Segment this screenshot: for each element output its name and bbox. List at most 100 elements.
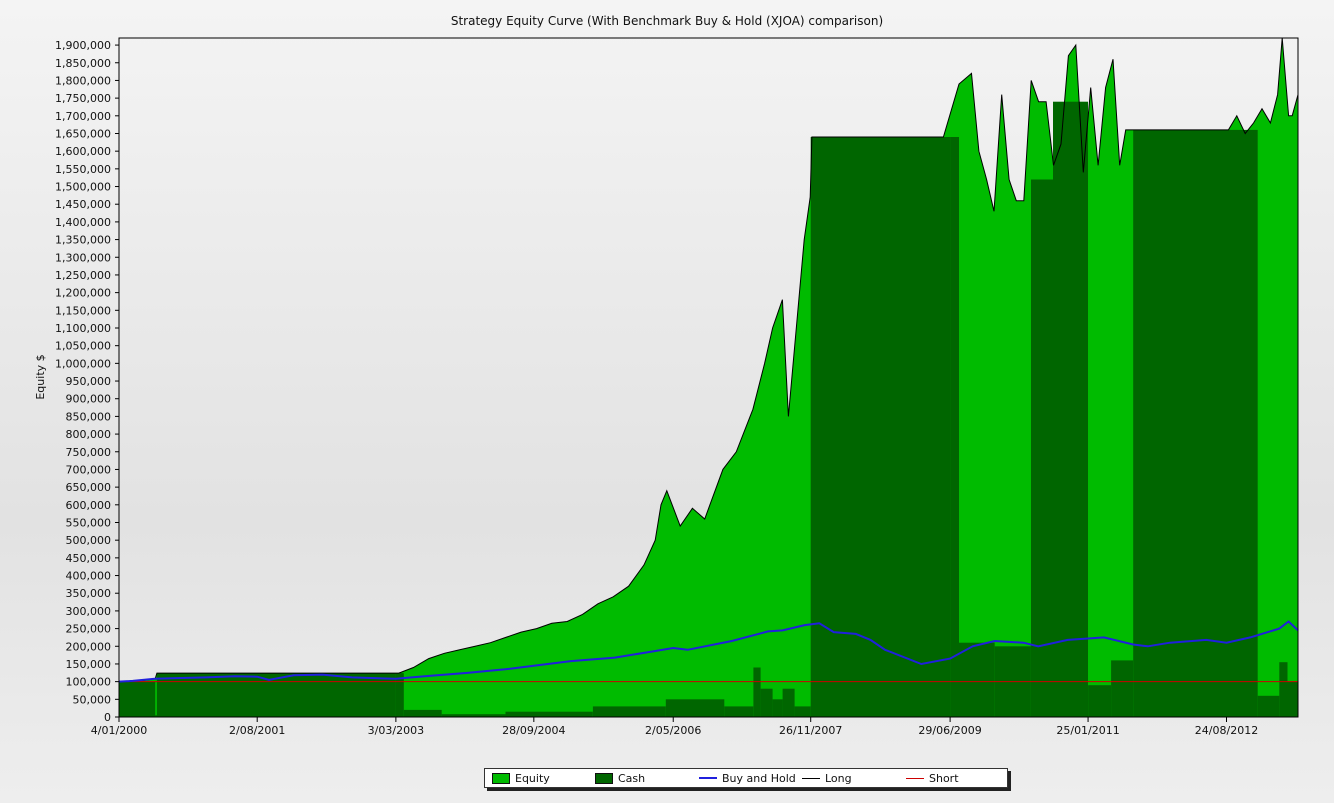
y-tick-label: 200,000 <box>66 640 112 653</box>
cash-bar <box>119 681 156 717</box>
y-tick-label: 50,000 <box>73 693 112 706</box>
y-tick-label: 0 <box>104 711 111 724</box>
y-tick-label: 1,050,000 <box>55 340 111 353</box>
y-tick-label: 850,000 <box>66 410 112 423</box>
y-tick-label: 1,400,000 <box>55 216 111 229</box>
y-tick-label: 1,000,000 <box>55 357 111 370</box>
y-tick-label: 500,000 <box>66 534 112 547</box>
y-tick-label: 1,600,000 <box>55 145 111 158</box>
cash-bar <box>505 711 593 717</box>
legend-item-buy-and-hold: Buy and Hold <box>699 769 796 787</box>
x-tick-label: 4/01/2000 <box>91 724 147 737</box>
x-axis: 4/01/2000 2/08/2001 3/03/2003 28/09/2004 2/0… <box>91 717 1258 737</box>
y-tick-label: 250,000 <box>66 623 112 636</box>
y-tick-label: 1,750,000 <box>55 92 111 105</box>
legend-swatch-buy-and-hold <box>699 777 717 779</box>
y-tick-label: 900,000 <box>66 393 112 406</box>
legend-label-equity: Equity <box>515 771 550 785</box>
y-tick-label: 1,250,000 <box>55 269 111 282</box>
x-tick-label: 2/05/2006 <box>645 724 701 737</box>
cash-bar <box>753 667 761 717</box>
legend-item-short: Short <box>906 769 959 787</box>
cash-bar <box>441 714 506 717</box>
y-tick-label: 1,550,000 <box>55 163 111 176</box>
y-tick-label: 600,000 <box>66 499 112 512</box>
equity-chart: 0 50,000 100,000 150,000 200,000 250,000 300,0… <box>34 37 1299 737</box>
legend-swatch-long <box>802 777 820 779</box>
cash-bar <box>1088 685 1112 717</box>
chart-title: Strategy Equity Curve (With Benchmark Bu… <box>450 14 884 28</box>
y-tick-label: 800,000 <box>66 428 112 441</box>
cash-bar <box>1279 662 1288 717</box>
buy-and-hold-line <box>118 620 1299 683</box>
bar-layer <box>119 101 1298 717</box>
line-layer <box>118 37 1299 683</box>
y-tick-label: 700,000 <box>66 463 112 476</box>
y-tick-label: 1,200,000 <box>55 287 111 300</box>
legend-label-long: Long <box>825 771 852 785</box>
y-tick-label: 650,000 <box>66 481 112 494</box>
y-tick-label: 450,000 <box>66 552 112 565</box>
y-tick-label: 1,900,000 <box>55 39 111 52</box>
cash-bar <box>810 137 951 717</box>
legend-item-long: Long <box>802 769 852 787</box>
y-tick-label: 950,000 <box>66 375 112 388</box>
cash-bar <box>794 706 811 717</box>
cash-bar <box>1287 681 1298 717</box>
legend-item-equity: Equity <box>492 769 550 787</box>
plot-frame <box>118 37 1299 718</box>
y-tick-label: 1,850,000 <box>55 57 111 70</box>
x-tick-label: 2/08/2001 <box>229 724 285 737</box>
y-tick-label: 1,450,000 <box>55 198 111 211</box>
cash-bar <box>395 673 404 717</box>
y-tick-label: 300,000 <box>66 605 112 618</box>
cash-bar <box>403 709 442 717</box>
y-tick-label: 1,100,000 <box>55 322 111 335</box>
cash-bar <box>950 137 959 717</box>
y-tick-label: 1,300,000 <box>55 251 111 264</box>
equity-area <box>119 38 1298 717</box>
cash-bar <box>155 715 157 717</box>
y-tick-label: 350,000 <box>66 587 112 600</box>
y-tick-label: 400,000 <box>66 570 112 583</box>
cash-bar <box>724 706 754 717</box>
cash-bar <box>1133 129 1229 717</box>
cash-bar <box>760 688 773 717</box>
y-tick-label: 100,000 <box>66 676 112 689</box>
legend-label-short: Short <box>929 771 959 785</box>
cash-bar <box>1257 695 1280 717</box>
y-tick-label: 1,350,000 <box>55 234 111 247</box>
plot-border <box>118 37 1299 718</box>
cash-bar <box>1228 129 1258 717</box>
legend-swatch-cash <box>595 772 613 784</box>
cash-bar <box>1031 179 1054 717</box>
cash-bar <box>1111 660 1134 717</box>
legend-swatch-short <box>906 777 924 779</box>
x-tick-label: 26/11/2007 <box>779 724 842 737</box>
cash-bar <box>156 673 396 717</box>
x-tick-label: 25/01/2011 <box>1056 724 1119 737</box>
legend-label-cash: Cash <box>618 771 646 785</box>
y-tick-label: 550,000 <box>66 516 112 529</box>
legend-label-buy-and-hold: Buy and Hold <box>722 771 796 785</box>
y-tick-label: 1,700,000 <box>55 110 111 123</box>
x-tick-label: 29/06/2009 <box>918 724 981 737</box>
long-line <box>119 37 1299 683</box>
cash-bar <box>665 699 725 717</box>
cash-bar <box>782 688 795 717</box>
y-axis: 0 50,000 100,000 150,000 200,000 250,000 300,0… <box>55 39 119 724</box>
cash-bar <box>959 642 995 717</box>
x-tick-label: 28/09/2004 <box>502 724 565 737</box>
y-tick-label: 1,150,000 <box>55 304 111 317</box>
y-tick-label: 1,650,000 <box>55 127 111 140</box>
area-layer <box>119 38 1298 717</box>
legend-swatch-equity <box>492 772 510 784</box>
y-tick-label: 1,800,000 <box>55 74 111 87</box>
legend-item-cash: Cash <box>595 769 645 787</box>
y-axis-title: Equity $ <box>34 354 47 399</box>
chart-legend: Equity Cash Buy and Hold Long Short <box>484 768 1008 788</box>
cash-bar <box>592 706 666 717</box>
x-tick-label: 24/08/2012 <box>1195 724 1258 737</box>
y-tick-label: 150,000 <box>66 658 112 671</box>
y-tick-label: 750,000 <box>66 446 112 459</box>
